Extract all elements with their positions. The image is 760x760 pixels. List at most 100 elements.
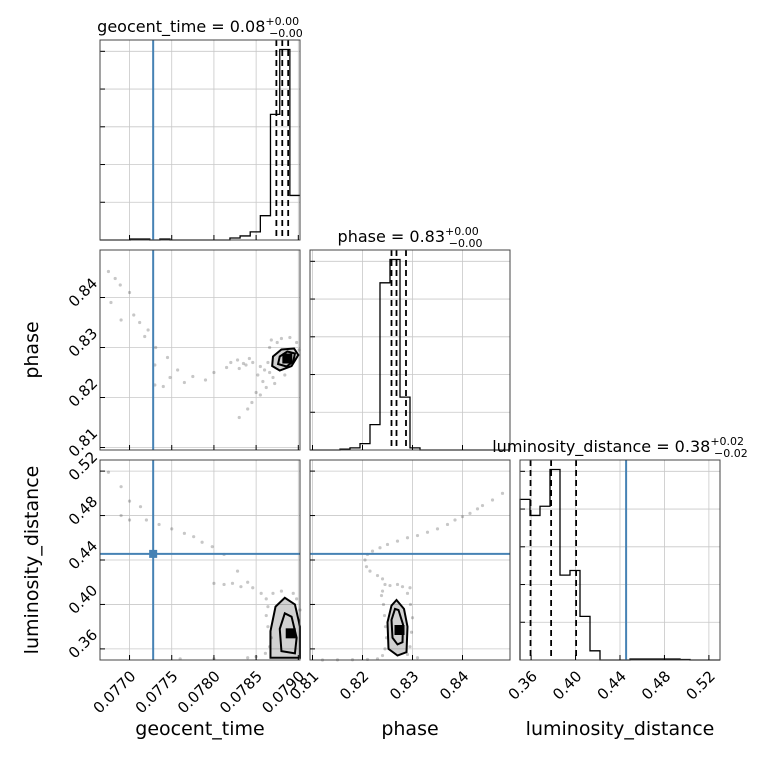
contour-2 <box>278 611 298 655</box>
sample-point <box>382 613 387 618</box>
sample-point <box>192 535 196 539</box>
sample-point <box>365 657 370 662</box>
sample-point <box>490 498 495 502</box>
sample-point <box>132 313 136 317</box>
y-tick-label: 0.36 <box>65 626 101 662</box>
density-peak <box>285 628 296 639</box>
text-layer: geocent_time = 0.08+0.00 −0.00 phase = 0.8… <box>21 15 748 740</box>
x-tick-label: 0.82 <box>336 667 372 703</box>
sample-point <box>237 366 241 371</box>
sample-point <box>383 582 387 587</box>
sample-point <box>143 334 147 339</box>
panel-title-luminosity_distance: luminosity_distance = 0.38+0.02 −0.02 <box>492 435 748 460</box>
panel-frame <box>309 249 511 451</box>
y-axis-label-luminosity_distance: luminosity_distance <box>21 466 43 655</box>
x-tick-label: 0.83 <box>386 667 422 703</box>
sample-point <box>381 602 386 607</box>
sample-point <box>182 531 186 535</box>
sample-point <box>119 485 123 489</box>
x-tick-label: 0.52 <box>682 667 718 703</box>
sample-point <box>161 384 165 389</box>
sample-point <box>266 605 270 609</box>
data-layer <box>100 40 720 662</box>
sample-point <box>212 370 216 375</box>
sample-point <box>200 540 204 544</box>
sample-point <box>410 616 415 620</box>
histogram-phase <box>310 258 510 451</box>
sample-point <box>415 656 420 660</box>
sample-point <box>154 345 158 350</box>
sample-point <box>295 597 299 601</box>
sample-point <box>460 515 465 519</box>
sample-point <box>271 375 275 380</box>
sample-point <box>250 400 254 405</box>
histogram-luminosity_distance <box>519 468 720 661</box>
sample-point <box>363 558 367 562</box>
sample-point <box>191 374 195 379</box>
sample-point <box>425 530 430 534</box>
sample-point <box>254 390 258 395</box>
sample-point <box>264 385 268 390</box>
sample-point <box>409 630 414 634</box>
sample-point <box>395 582 400 587</box>
x-tick-label: 0.0780 <box>174 667 224 717</box>
y-tick-label: 0.48 <box>65 492 101 528</box>
sample-point <box>251 360 255 365</box>
x-tick-label: 0.0775 <box>132 667 182 717</box>
sample-point <box>235 569 240 573</box>
sample-point <box>378 546 382 550</box>
sample-point <box>405 591 410 595</box>
sample-point <box>168 375 172 380</box>
sample-point <box>264 597 268 601</box>
sample-point <box>266 625 270 629</box>
sample-point <box>415 533 420 538</box>
sample-point <box>239 585 243 589</box>
x-tick-label: 0.0785 <box>216 667 266 717</box>
sample-point <box>113 276 117 281</box>
histogram-geocent_time <box>100 48 300 241</box>
contour-2 <box>276 350 297 368</box>
sample-point <box>383 647 387 651</box>
sample-point <box>380 577 385 581</box>
sample-point <box>475 507 480 511</box>
contour-1 <box>271 347 300 372</box>
sample-point <box>295 340 299 345</box>
density-peak <box>282 353 293 364</box>
sample-point <box>275 340 279 345</box>
sample-point <box>246 580 250 584</box>
sample-point <box>453 518 457 522</box>
sample-point <box>408 586 412 590</box>
sample-point <box>258 393 262 397</box>
x-tick-label: 0.40 <box>549 667 585 703</box>
sample-point <box>269 338 273 342</box>
y-tick-label: 0.40 <box>65 581 101 617</box>
sample-point <box>170 527 174 531</box>
sample-point <box>408 645 412 649</box>
sample-point <box>364 565 369 569</box>
sample-point <box>127 518 132 522</box>
sample-point <box>279 589 284 593</box>
sample-point <box>127 499 132 503</box>
sample-point <box>144 518 149 522</box>
sample-point <box>258 364 262 369</box>
sample-point <box>380 653 385 658</box>
x-axis-label-luminosity_distance: luminosity_distance <box>526 718 715 740</box>
sample-point <box>138 320 142 325</box>
sample-point <box>405 652 410 657</box>
sample-point <box>266 360 270 365</box>
sample-point <box>279 336 284 341</box>
sample-point <box>230 581 235 585</box>
frame-layer <box>99 39 721 661</box>
sample-point <box>182 380 186 385</box>
sample-point <box>138 505 143 509</box>
sample-point <box>380 589 385 593</box>
y-tick-label: 0.82 <box>65 374 101 410</box>
sample-point <box>210 545 214 549</box>
sample-point <box>119 513 123 518</box>
sample-point <box>291 591 295 595</box>
x-axis-label-geocent_time: geocent_time <box>135 718 264 740</box>
truth-marker <box>149 549 158 558</box>
x-tick-label: 0.44 <box>594 667 630 703</box>
y-axis-label-phase: phase <box>21 321 43 378</box>
sample-point <box>408 602 413 607</box>
